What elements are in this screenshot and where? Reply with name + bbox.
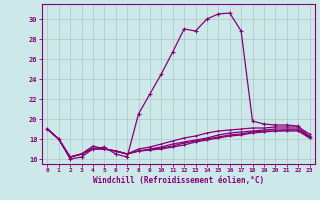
X-axis label: Windchill (Refroidissement éolien,°C): Windchill (Refroidissement éolien,°C): [93, 176, 264, 185]
